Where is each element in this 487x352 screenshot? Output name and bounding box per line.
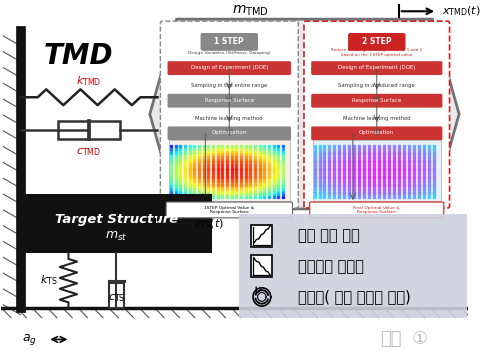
FancyBboxPatch shape [168, 94, 291, 108]
Text: Response Surface: Response Surface [205, 98, 254, 103]
FancyBboxPatch shape [311, 61, 442, 75]
Text: $c_{\mathrm{TMD}}$: $c_{\mathrm{TMD}}$ [76, 146, 101, 158]
Text: $m_{\mathrm{TMD}}$: $m_{\mathrm{TMD}}$ [232, 4, 269, 18]
Text: $x_{\mathrm{TMD}}(t)$: $x_{\mathrm{TMD}}(t)$ [442, 5, 481, 18]
Text: $m_{st}$: $m_{st}$ [105, 230, 128, 243]
Bar [20, 194, 212, 253]
Bar [58, 121, 120, 139]
Text: Machine learning method: Machine learning method [195, 115, 263, 120]
Text: $k_{\mathrm{TMD}}$: $k_{\mathrm{TMD}}$ [76, 75, 101, 88]
Text: Reduce the range of design variable 1 and 2
based on the 1 STEP optimal value: Reduce the range of design variable 1 an… [331, 49, 422, 57]
FancyBboxPatch shape [201, 33, 258, 51]
Text: 1 STEP: 1 STEP [214, 37, 244, 46]
Text: Design Variables (Stiffness, Damping): Design Variables (Stiffness, Damping) [188, 51, 271, 55]
Bar [169, 140, 290, 201]
Text: 내진 성능 향상: 내진 성능 향상 [298, 228, 360, 243]
Text: Design of Experiment (DOE): Design of Experiment (DOE) [190, 65, 268, 70]
Bar [239, 214, 467, 318]
Text: Sampling in the entire range: Sampling in the entire range [191, 83, 267, 88]
Text: $k_{\mathrm{TS}}$: $k_{\mathrm{TS}}$ [40, 273, 58, 287]
Text: Machine learning method: Machine learning method [343, 115, 411, 120]
Text: Response Surface: Response Surface [352, 98, 401, 103]
Text: ①: ① [411, 331, 428, 348]
Bar [313, 140, 441, 201]
Bar [251, 256, 272, 277]
FancyBboxPatch shape [168, 61, 291, 75]
Text: Optimization: Optimization [212, 130, 247, 136]
Text: TMD: TMD [43, 42, 113, 70]
Text: Design of Experiment (DOE): Design of Experiment (DOE) [338, 65, 415, 70]
FancyBboxPatch shape [304, 21, 450, 208]
Text: Target Structure: Target Structure [55, 213, 178, 226]
FancyBboxPatch shape [168, 126, 291, 140]
Text: 2 STEP: 2 STEP [362, 37, 392, 46]
FancyBboxPatch shape [348, 33, 406, 51]
FancyBboxPatch shape [311, 94, 442, 108]
Bar [109, 283, 124, 308]
Text: Sampling in a reduced range: Sampling in a reduced range [338, 83, 415, 88]
FancyBboxPatch shape [310, 202, 444, 218]
Text: $a_g$: $a_g$ [22, 332, 37, 347]
Text: $c_{\mathrm{TS}}$: $c_{\mathrm{TS}}$ [108, 292, 125, 304]
FancyBboxPatch shape [160, 21, 298, 208]
Text: Optimization: Optimization [359, 130, 394, 136]
Bar [251, 225, 272, 246]
Text: 뉴스: 뉴스 [380, 331, 401, 348]
Text: 1STEP Optimal Value &
Response Surface: 1STEP Optimal Value & Response Surface [204, 206, 254, 214]
Text: $x_{\mathrm{TS}}(t)$: $x_{\mathrm{TS}}(t)$ [193, 217, 224, 231]
Text: Final Optimal Value &
Response Surface: Final Optimal Value & Response Surface [354, 206, 400, 214]
Polygon shape [150, 19, 459, 209]
FancyBboxPatch shape [166, 202, 293, 218]
FancyBboxPatch shape [311, 126, 442, 140]
Text: 친환경( 기존 구조물 활용): 친환경( 기존 구조물 활용) [298, 289, 411, 304]
Text: 수치해석 효율성: 수치해석 효율성 [298, 259, 364, 274]
